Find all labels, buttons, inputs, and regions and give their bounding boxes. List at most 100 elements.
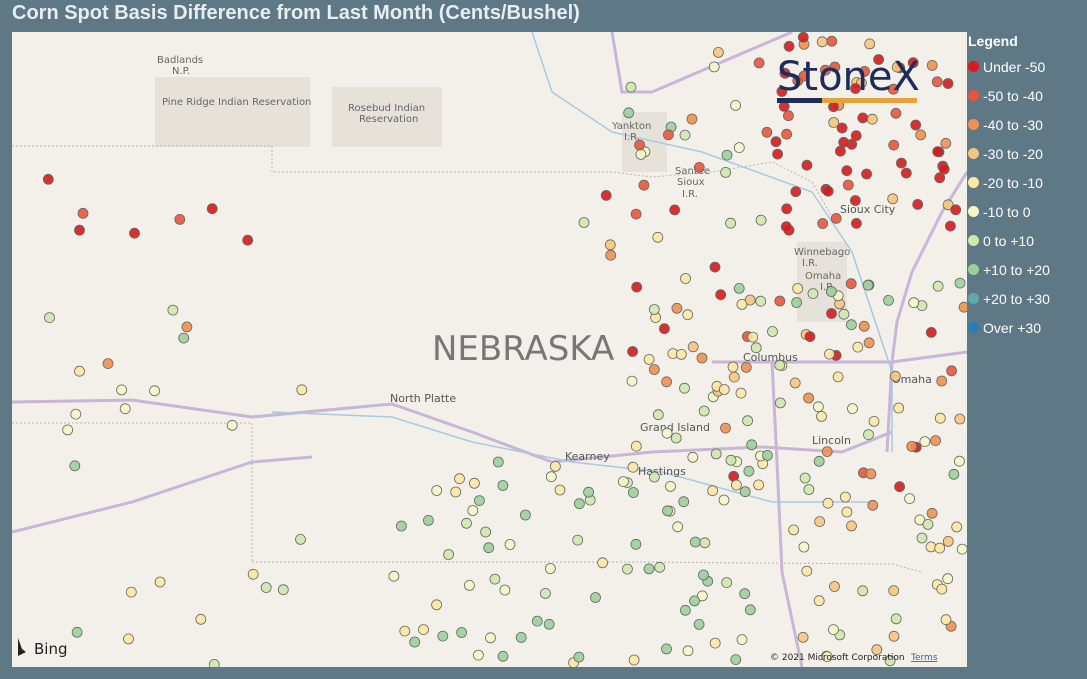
station-dot	[832, 371, 844, 383]
legend-label: Under -50	[983, 58, 1046, 75]
station-dot	[859, 66, 870, 77]
station-dot	[485, 632, 496, 644]
station-dot	[630, 440, 642, 452]
copyright: © 2021 Microsoft Corporation	[770, 653, 905, 663]
station-dot	[912, 198, 924, 210]
station-dot	[753, 57, 765, 69]
station-dot	[804, 331, 816, 343]
legend-swatch	[968, 235, 979, 246]
station-dot	[847, 403, 858, 415]
station-dot	[643, 353, 655, 365]
legend-label: -40 to -30	[983, 116, 1043, 133]
station-dot	[669, 204, 681, 216]
station-dot	[687, 451, 699, 463]
station-dot	[260, 582, 272, 593]
station-dot	[515, 632, 527, 643]
legend-item: 0 to +10	[968, 226, 1087, 255]
logo-text: StoneX	[777, 54, 920, 100]
station-dot	[914, 514, 926, 526]
station-dot	[934, 412, 946, 424]
station-dot	[648, 304, 660, 315]
station-dot	[835, 145, 846, 157]
station-dot	[125, 586, 137, 598]
station-dot	[573, 651, 585, 663]
station-dot	[242, 234, 254, 246]
station-dot	[409, 636, 421, 648]
station-dot	[545, 563, 556, 574]
station-dot	[866, 113, 878, 125]
station-dot	[70, 408, 82, 420]
station-dot	[884, 655, 896, 667]
station-dot	[780, 221, 792, 233]
station-dot	[661, 376, 672, 388]
station-dot	[627, 346, 638, 357]
station-dot	[483, 542, 495, 554]
station-dot	[123, 633, 134, 645]
station-dot	[803, 392, 814, 404]
station-dot	[736, 298, 748, 310]
station-dot	[208, 659, 220, 667]
station-dot	[456, 627, 468, 638]
station-dot	[930, 435, 941, 447]
station-dot	[731, 479, 742, 491]
station-dot	[628, 654, 640, 666]
station-dot	[665, 480, 676, 492]
legend-swatch	[968, 206, 979, 217]
station-dot	[900, 167, 912, 179]
station-dot	[643, 563, 655, 575]
bing-icon	[18, 638, 26, 656]
place-label: Badlands	[157, 55, 203, 66]
terms-link[interactable]: Terms	[910, 653, 938, 663]
station-dot	[761, 126, 773, 138]
station-dot	[583, 486, 594, 498]
station-dot	[725, 217, 736, 229]
station-dot	[850, 195, 861, 206]
place-label: Sioux	[677, 177, 705, 188]
legend-swatch	[968, 148, 979, 159]
station-dot	[437, 630, 449, 642]
station-dot	[803, 484, 815, 495]
place-label: Reservation	[359, 114, 418, 125]
station-dot	[926, 507, 938, 519]
station-dot	[790, 186, 802, 198]
station-dot	[545, 471, 557, 483]
station-dot	[867, 499, 879, 511]
station-dot	[863, 337, 875, 349]
station-dot	[938, 163, 950, 175]
station-dot	[682, 645, 694, 657]
station-dot	[940, 614, 952, 626]
station-dot	[473, 495, 485, 507]
station-dot	[652, 231, 664, 243]
station-dot	[868, 415, 880, 427]
station-dot	[861, 168, 872, 180]
station-dot	[958, 301, 967, 313]
station-dot	[767, 326, 778, 337]
station-dot	[934, 542, 946, 554]
station-dot	[725, 454, 737, 466]
station-dot	[708, 61, 720, 73]
title: Corn Spot Basis Difference from Last Mon…	[12, 2, 580, 24]
station-dot	[707, 485, 718, 497]
station-dot	[654, 561, 666, 573]
station-dot	[678, 496, 690, 508]
legend-swatch	[968, 90, 979, 101]
station-dot	[649, 471, 660, 483]
legend-label: -30 to -20	[983, 145, 1043, 162]
station-dot	[693, 619, 705, 630]
station-dot	[742, 415, 753, 427]
station-dot	[277, 584, 289, 596]
station-dot	[663, 129, 674, 141]
station-dot	[753, 479, 764, 491]
station-dot	[842, 179, 854, 191]
station-dot	[733, 282, 745, 294]
station-dot	[890, 107, 902, 119]
station-dot	[775, 397, 786, 409]
station-dot	[888, 83, 899, 95]
legend-label: Over +30	[983, 319, 1041, 336]
station-dot	[919, 436, 931, 448]
station-dot	[865, 468, 877, 480]
station-dot	[783, 110, 794, 122]
station-dot	[431, 485, 443, 496]
station-dot	[779, 67, 791, 79]
